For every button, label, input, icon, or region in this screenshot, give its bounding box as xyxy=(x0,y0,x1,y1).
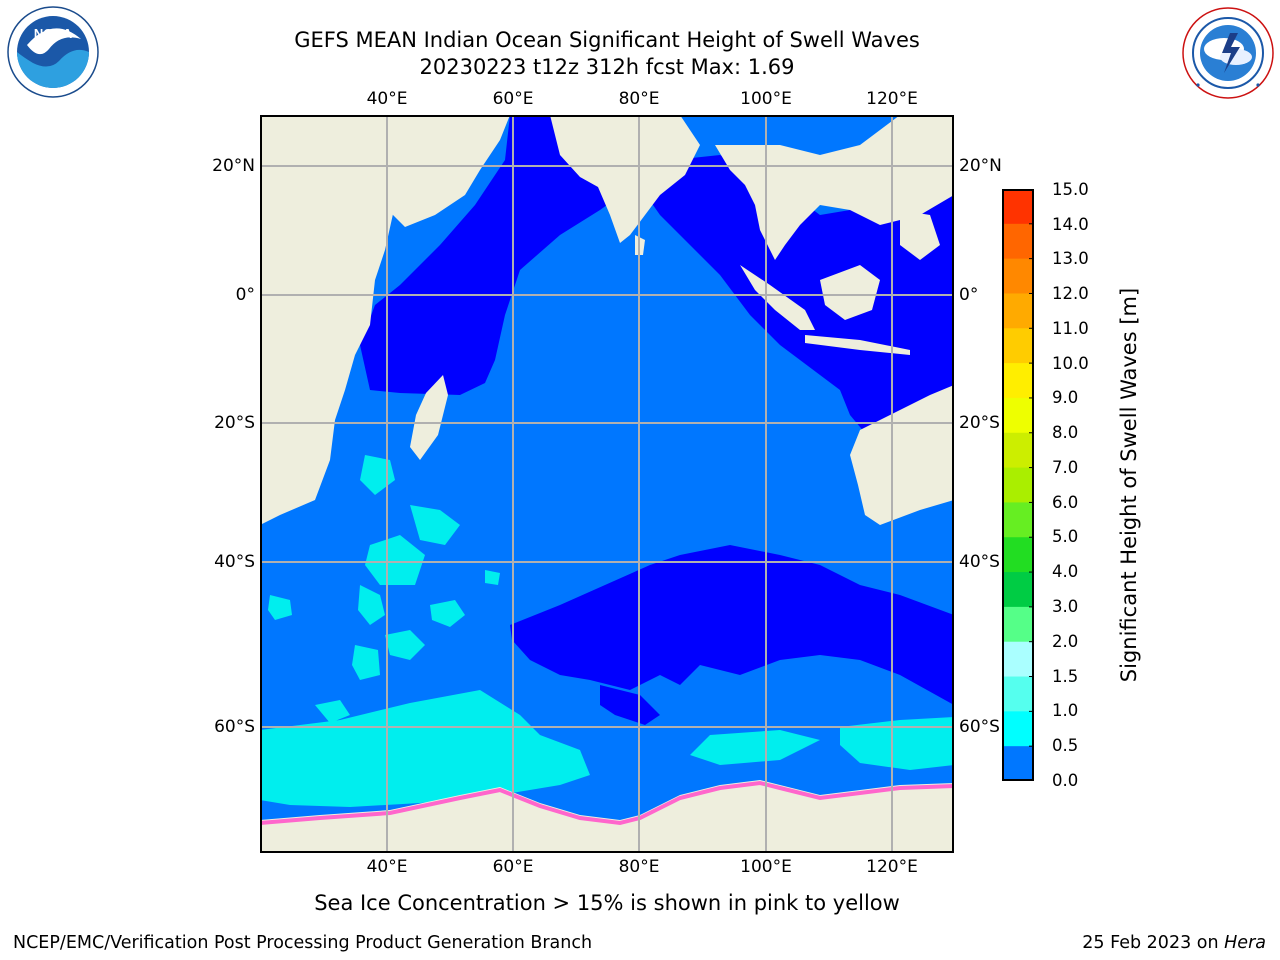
chart-subtitle: 20230223 t12z 312h fcst Max: 1.69 xyxy=(419,55,795,79)
colorbar-segment xyxy=(1002,606,1034,643)
right-lat-label: 0° xyxy=(959,285,979,305)
left-lat-label: 20°N xyxy=(212,156,255,176)
colorbar-tick-label: 15.0 xyxy=(1052,180,1089,199)
colorbar-segment xyxy=(1002,258,1034,294)
footer-credit: NCEP/EMC/Verification Post Processing Pr… xyxy=(13,933,593,953)
colorbar-tick-label: 13.0 xyxy=(1052,249,1089,268)
left-lat-label: 60°S xyxy=(214,717,255,737)
colorbar-segment xyxy=(1002,328,1034,364)
colorbar-segment xyxy=(1002,711,1034,747)
bottom-lon-label: 40°E xyxy=(366,857,408,877)
southern-ocean-low-swell xyxy=(510,545,954,705)
nws-logo xyxy=(1178,5,1278,100)
colorbar-tick-label: 9.0 xyxy=(1052,388,1079,407)
bottom-lon-label: 100°E xyxy=(740,857,792,877)
colorbar-segment xyxy=(1002,293,1034,329)
bay-of-bengal-low-swell xyxy=(625,155,954,425)
colorbar-segment xyxy=(1002,189,1034,225)
right-lat-label: 20°N xyxy=(959,156,1002,176)
colorbar-segment xyxy=(1002,572,1034,608)
colorbar-tick-label: 2.0 xyxy=(1052,632,1079,651)
map-panel xyxy=(260,115,954,853)
colorbar-segment xyxy=(1002,467,1034,503)
borneo-land xyxy=(820,265,880,320)
colorbar-segment xyxy=(1002,363,1034,399)
colorbar-tick-label: 3.0 xyxy=(1052,597,1079,616)
footer-host: Hera xyxy=(1224,933,1266,953)
colorbar-tick-label: 0.0 xyxy=(1052,771,1079,790)
colorbar-segment xyxy=(1002,432,1034,469)
noaa-logo-text: NOAA xyxy=(34,26,73,41)
noaa-logo: NOAA xyxy=(3,5,103,100)
graticule xyxy=(260,115,954,853)
top-lon-label: 120°E xyxy=(866,89,918,109)
colorbar-border xyxy=(1002,189,1034,781)
colorbar-tick-label: 1.5 xyxy=(1052,667,1079,686)
right-lat-label: 60°S xyxy=(959,717,1000,737)
colorbar-tick-label: 1.0 xyxy=(1052,701,1079,720)
colorbar-tick-label: 4.0 xyxy=(1052,562,1079,581)
right-lat-label: 40°S xyxy=(959,552,1000,572)
colorbar xyxy=(1002,189,1034,782)
java-land xyxy=(805,335,910,355)
southeast-asia-land xyxy=(715,115,954,260)
antarctica-land xyxy=(260,780,954,853)
colorbar-label: Significant Height of Swell Waves [m] xyxy=(1117,287,1141,683)
sumatra-land xyxy=(740,265,815,330)
top-lon-label: 80°E xyxy=(618,89,660,109)
footer-date-text: 25 Feb 2023 on xyxy=(1082,933,1225,953)
chart-title: GEFS MEAN Indian Ocean Significant Heigh… xyxy=(294,28,920,52)
top-lon-label: 60°E xyxy=(492,89,534,109)
far-southeast-cyan-band xyxy=(840,717,954,770)
colorbar-segment xyxy=(1002,641,1034,678)
map-border xyxy=(260,115,954,853)
south-cyan-band xyxy=(260,690,590,807)
colorbar-tick-label: 14.0 xyxy=(1052,215,1089,234)
madagascar-land xyxy=(410,375,448,460)
southeast-cyan-band xyxy=(690,730,820,765)
colorbar-segment xyxy=(1002,223,1034,260)
colorbar-segment xyxy=(1002,537,1034,573)
colorbar-tick-label: 7.0 xyxy=(1052,458,1079,477)
left-lat-label: 0° xyxy=(235,285,255,305)
right-lat-label: 20°S xyxy=(959,413,1000,433)
colorbar-tick-label: 10.0 xyxy=(1052,354,1089,373)
colorbar-tick-label: 6.0 xyxy=(1052,493,1079,512)
colorbar-segment xyxy=(1002,676,1034,712)
colorbar-tick-label: 5.0 xyxy=(1052,527,1079,546)
top-lon-label: 40°E xyxy=(366,89,408,109)
bottom-lon-label: 80°E xyxy=(618,857,660,877)
australia-land xyxy=(850,385,954,525)
arabian-sea-low-swell xyxy=(360,115,640,395)
footer-date: 25 Feb 2023 on Hera xyxy=(1082,933,1266,953)
colorbar-segment xyxy=(1002,746,1034,782)
colorbar-tick-label: 0.5 xyxy=(1052,736,1079,755)
philippines-land xyxy=(900,210,940,260)
left-lat-label: 20°S xyxy=(214,413,255,433)
bottom-lon-label: 60°E xyxy=(492,857,534,877)
colorbar-tick-label: 8.0 xyxy=(1052,423,1079,442)
colorbar-segment xyxy=(1002,502,1034,538)
sea-ice-caption: Sea Ice Concentration > 15% is shown in … xyxy=(314,891,900,915)
top-lon-label: 100°E xyxy=(740,89,792,109)
colorbar-tick-label: 11.0 xyxy=(1052,319,1089,338)
colorbar-tick-label: 12.0 xyxy=(1052,284,1089,303)
sea-ice-edge xyxy=(260,780,954,826)
colorbar-segment xyxy=(1002,397,1034,434)
left-lat-label: 40°S xyxy=(214,552,255,572)
south-low-swell-patch xyxy=(600,685,660,725)
bottom-lon-label: 120°E xyxy=(866,857,918,877)
india-land xyxy=(550,115,700,243)
